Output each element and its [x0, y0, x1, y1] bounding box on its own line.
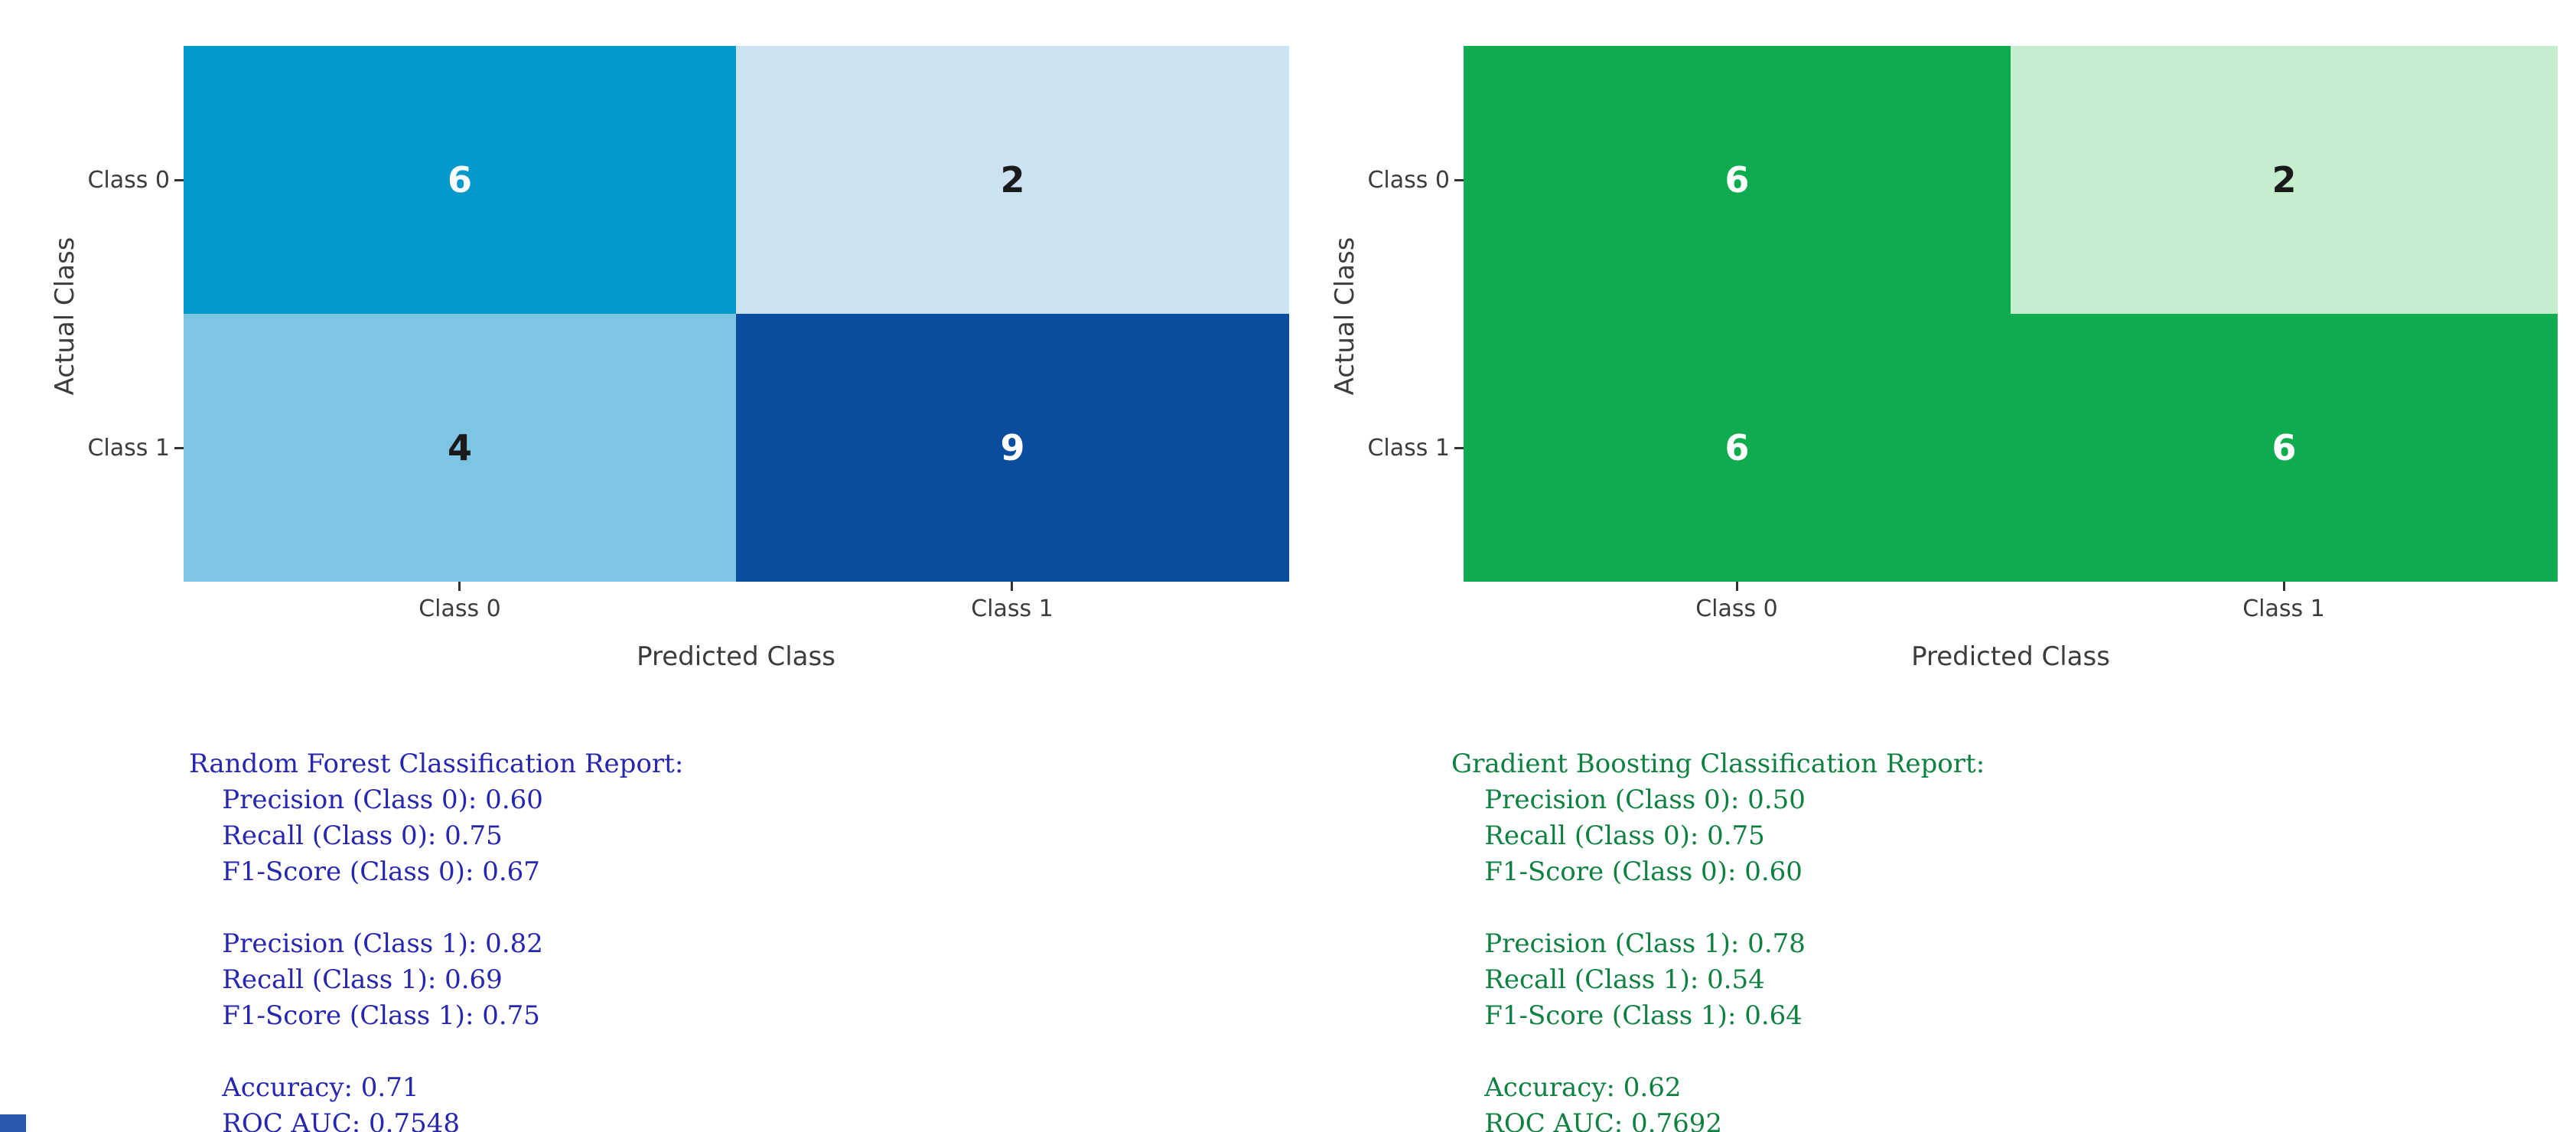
xtick-mark [2283, 582, 2285, 591]
x-axis-label-gb: Predicted Class [1911, 641, 2110, 672]
ytick-label-gb-class0: Class 0 [1367, 167, 1450, 194]
matrix-cell-rf-r1c0: 4 [184, 314, 736, 582]
ytick-mark [1454, 179, 1464, 181]
corner-artifact [0, 1114, 26, 1132]
matrix-cell-gb-r0c1: 2 [2011, 46, 2558, 314]
xtick-mark [458, 582, 461, 591]
ytick-mark [1454, 447, 1464, 449]
xtick-mark [1736, 582, 1738, 591]
ytick-label-rf-class0: Class 0 [87, 167, 170, 194]
y-axis-label-gb: Actual Class [1330, 237, 1360, 396]
report-gradient-boosting: Gradient Boosting Classification Report:… [1451, 749, 1985, 1132]
matrix-cell-gb-r1c1: 6 [2011, 314, 2558, 582]
y-axis-label-rf: Actual Class [50, 237, 80, 396]
xtick-mark [1011, 582, 1013, 591]
matrix-cell-rf-r1c1: 9 [736, 314, 1289, 582]
matrix-cell-rf-r0c1: 2 [736, 46, 1289, 314]
matrix-cell-rf-r0c0: 6 [184, 46, 736, 314]
xtick-label-rf-class1: Class 1 [971, 595, 1054, 622]
matrix-cell-gb-r0c0: 6 [1464, 46, 2011, 314]
ytick-mark [174, 179, 184, 181]
xtick-label-gb-class0: Class 0 [1695, 595, 1778, 622]
matrix-cell-gb-r1c0: 6 [1464, 314, 2011, 582]
ytick-label-rf-class1: Class 1 [87, 435, 170, 462]
ytick-mark [174, 447, 184, 449]
ytick-label-gb-class1: Class 1 [1367, 435, 1450, 462]
report-random-forest: Random Forest Classification Report: Pre… [189, 749, 684, 1132]
xtick-label-gb-class1: Class 1 [2242, 595, 2325, 622]
xtick-label-rf-class0: Class 0 [418, 595, 501, 622]
x-axis-label-rf: Predicted Class [637, 641, 835, 672]
